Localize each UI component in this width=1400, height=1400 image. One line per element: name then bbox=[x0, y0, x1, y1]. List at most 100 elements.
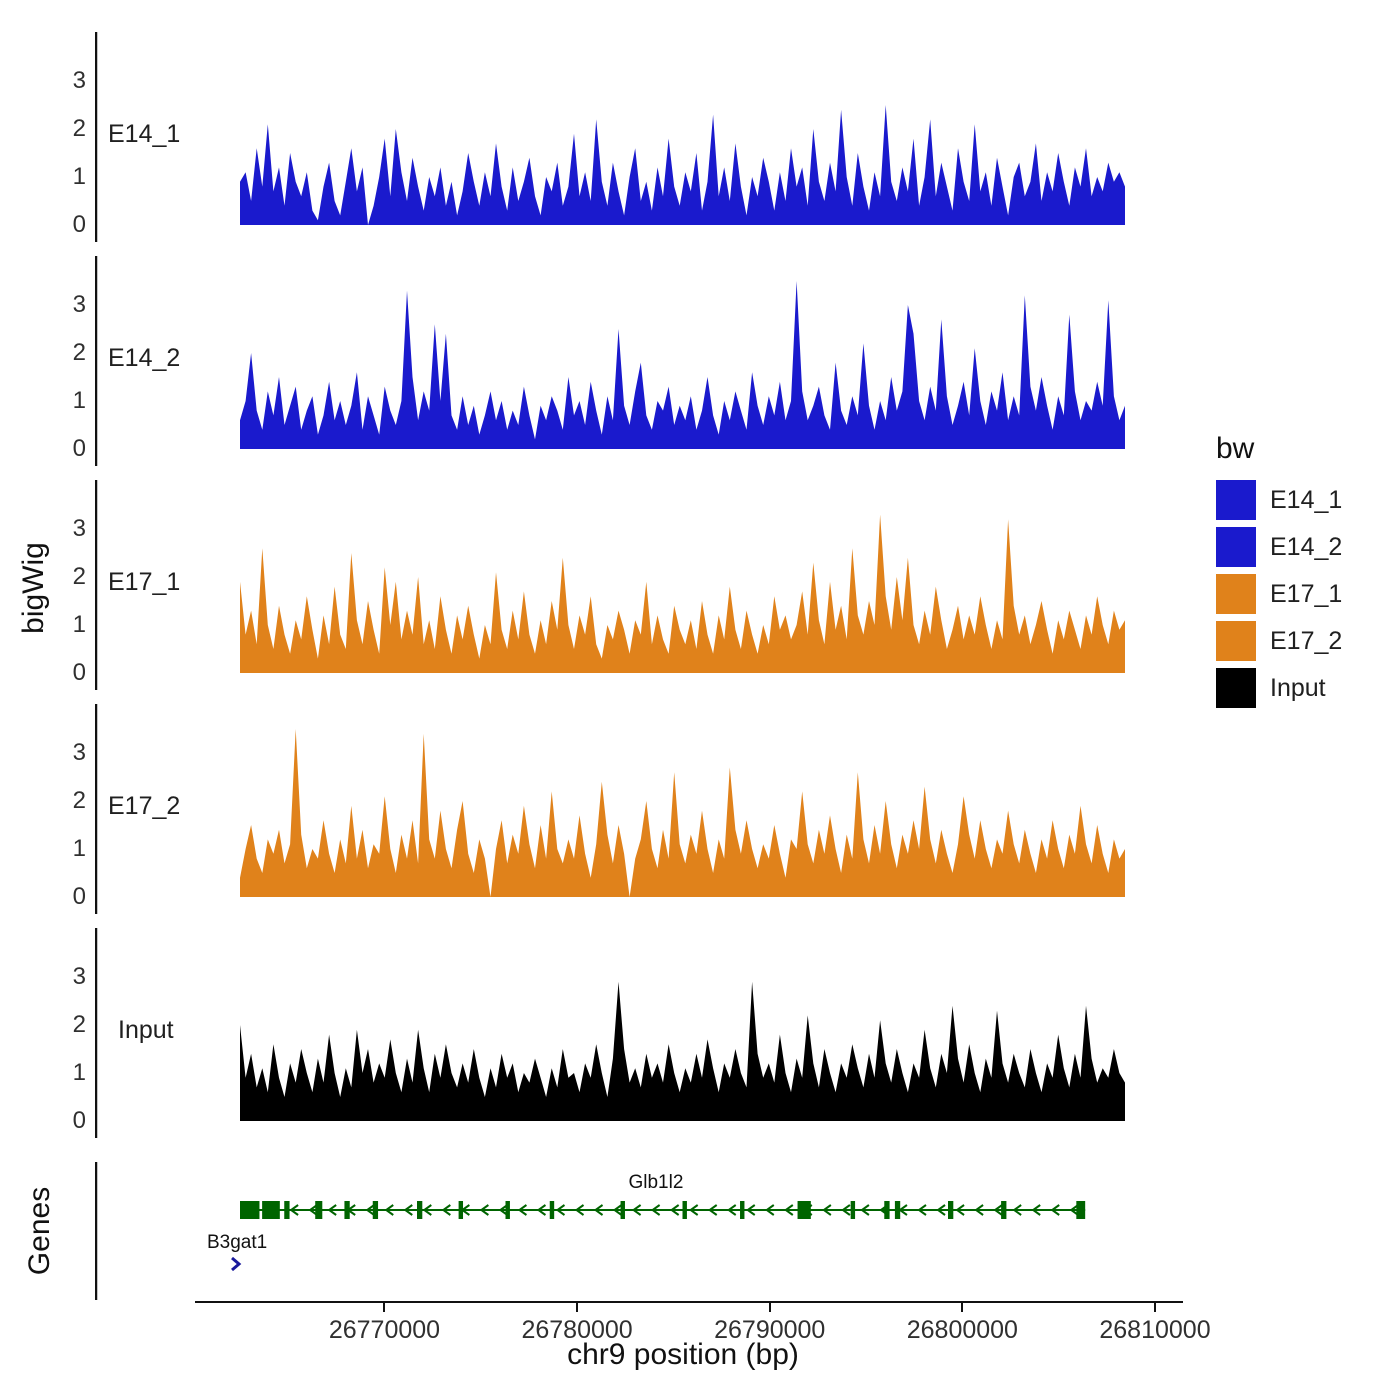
y-tick-label: 0 bbox=[72, 883, 86, 910]
strand-arrow-icon bbox=[841, 1204, 851, 1216]
legend-item-E17_2: E17_2 bbox=[1216, 619, 1342, 663]
exon-Glb1l2 bbox=[740, 1201, 745, 1219]
strand-arrow-icon bbox=[936, 1204, 946, 1216]
strand-arrow-icon bbox=[669, 1204, 680, 1216]
strand-arrow-icon bbox=[1031, 1204, 1041, 1216]
y-tick-label: 1 bbox=[72, 163, 86, 190]
genes-axis-title: Genes bbox=[23, 1186, 56, 1276]
signal-area-E14_1 bbox=[240, 105, 1125, 225]
legend-label: E17_1 bbox=[1270, 579, 1343, 608]
track-label-Input: Input bbox=[118, 1016, 174, 1044]
x-tick-label: 26770000 bbox=[328, 1316, 441, 1344]
strand-arrow-icon bbox=[612, 1204, 623, 1216]
strand-arrow-icon bbox=[955, 1204, 965, 1216]
strand-arrow-icon bbox=[1069, 1204, 1079, 1216]
strand-arrow-icon bbox=[1050, 1204, 1060, 1216]
strand-arrow-icon bbox=[498, 1204, 508, 1216]
strand-arrow-icon bbox=[631, 1204, 642, 1216]
strand-arrow-icon bbox=[384, 1204, 394, 1216]
legend-item-Input: Input bbox=[1216, 666, 1326, 710]
track-label-E14_1: E14_1 bbox=[108, 120, 181, 148]
exon-Glb1l2 bbox=[315, 1201, 323, 1219]
strand-arrow-icon bbox=[441, 1204, 451, 1216]
strand-arrow-icon bbox=[688, 1204, 699, 1216]
legend-label: E17_2 bbox=[1270, 626, 1343, 655]
gene-label-Glb1l2: Glb1l2 bbox=[628, 1172, 683, 1193]
legend-label: Input bbox=[1270, 673, 1326, 702]
exon-Glb1l2 bbox=[458, 1201, 464, 1219]
track-area-E14_1 bbox=[95, 32, 1125, 242]
strand-arrow-icon bbox=[993, 1204, 1003, 1216]
exon-Glb1l2 bbox=[505, 1201, 510, 1219]
exon-Glb1l2 bbox=[1001, 1201, 1007, 1219]
strand-arrow-icon bbox=[403, 1204, 413, 1216]
y-tick-label: 2 bbox=[72, 1011, 86, 1038]
track-area-E17_1 bbox=[95, 480, 1125, 690]
strand-arrow-icon bbox=[707, 1204, 718, 1216]
strand-arrow-icon bbox=[727, 1204, 737, 1216]
legend-label: E14_1 bbox=[1270, 485, 1343, 514]
legend-label: E14_2 bbox=[1270, 532, 1343, 561]
y-tick-label: 3 bbox=[72, 515, 86, 542]
track-label-E14_2: E14_2 bbox=[108, 344, 181, 372]
strand-arrow-icon bbox=[517, 1204, 528, 1216]
strand-arrow-icon bbox=[822, 1204, 832, 1216]
x-axis-line bbox=[195, 1301, 1183, 1303]
y-tick-label: 0 bbox=[72, 211, 86, 238]
exon-Glb1l2 bbox=[850, 1201, 856, 1219]
strand-arrow-icon bbox=[574, 1204, 585, 1216]
exon-Glb1l2 bbox=[372, 1201, 379, 1219]
strand-arrow-icon bbox=[650, 1204, 661, 1216]
legend-item-E14_1: E14_1 bbox=[1216, 478, 1342, 522]
y-tick-label: 0 bbox=[72, 435, 86, 462]
strand-arrow-icon bbox=[860, 1204, 870, 1216]
x-tick-mark bbox=[576, 1303, 579, 1312]
legend-swatch-icon bbox=[1216, 668, 1256, 708]
x-tick-mark bbox=[961, 1303, 964, 1312]
exon-Glb1l2 bbox=[344, 1201, 350, 1219]
legend-swatch-icon bbox=[1216, 480, 1256, 520]
x-tick-mark bbox=[1154, 1303, 1156, 1312]
strand-arrow-icon bbox=[289, 1204, 299, 1216]
strand-arrow-icon bbox=[365, 1204, 375, 1216]
gene-marker-B3gat1 bbox=[231, 1256, 242, 1272]
track-area-Input bbox=[95, 928, 1125, 1138]
y-tick-label: 1 bbox=[72, 387, 86, 414]
y-tick-label: 1 bbox=[72, 611, 86, 638]
y-tick-label: 3 bbox=[72, 291, 86, 318]
signal-area-E17_1 bbox=[240, 514, 1125, 673]
exon-Glb1l2 bbox=[620, 1201, 625, 1219]
strand-arrow-icon bbox=[746, 1204, 756, 1216]
x-axis-title: chr9 position (bp) bbox=[567, 1338, 799, 1371]
legend-swatch-icon bbox=[1216, 621, 1256, 661]
x-tick-label: 26790000 bbox=[714, 1316, 826, 1344]
strand-arrow-icon bbox=[555, 1204, 566, 1216]
strand-arrow-icon bbox=[593, 1204, 604, 1216]
exon-Glb1l2 bbox=[240, 1201, 260, 1219]
y-tick-label: 0 bbox=[72, 659, 86, 686]
exon-Glb1l2 bbox=[894, 1201, 901, 1219]
track-label-E17_2: E17_2 bbox=[108, 792, 181, 820]
signal-area-E14_2 bbox=[240, 281, 1125, 449]
y-tick-label: 1 bbox=[72, 835, 86, 862]
y-tick-label: 1 bbox=[72, 1059, 86, 1086]
legend-item-E14_2: E14_2 bbox=[1216, 525, 1342, 569]
track-area-E14_2 bbox=[95, 256, 1125, 466]
track-label-E17_1: E17_1 bbox=[108, 568, 181, 596]
x-tick-mark bbox=[383, 1303, 386, 1312]
x-tick-label: 26810000 bbox=[1099, 1316, 1211, 1344]
x-tick-label: 26800000 bbox=[906, 1316, 1018, 1344]
exon-Glb1l2 bbox=[682, 1201, 687, 1219]
exon-Glb1l2 bbox=[797, 1201, 811, 1219]
x-tick-label: 26780000 bbox=[521, 1316, 633, 1344]
strand-arrow-icon bbox=[765, 1204, 775, 1216]
gene-label-B3gat1: B3gat1 bbox=[207, 1232, 267, 1253]
x-tick-mark bbox=[768, 1303, 771, 1312]
y-tick-label: 2 bbox=[72, 339, 86, 366]
y-tick-label: 3 bbox=[72, 739, 86, 766]
legend-title: bw bbox=[1216, 432, 1255, 465]
strand-arrow-icon bbox=[784, 1204, 794, 1216]
track-area-E17_2 bbox=[95, 704, 1125, 914]
y-tick-label: 2 bbox=[72, 563, 86, 590]
